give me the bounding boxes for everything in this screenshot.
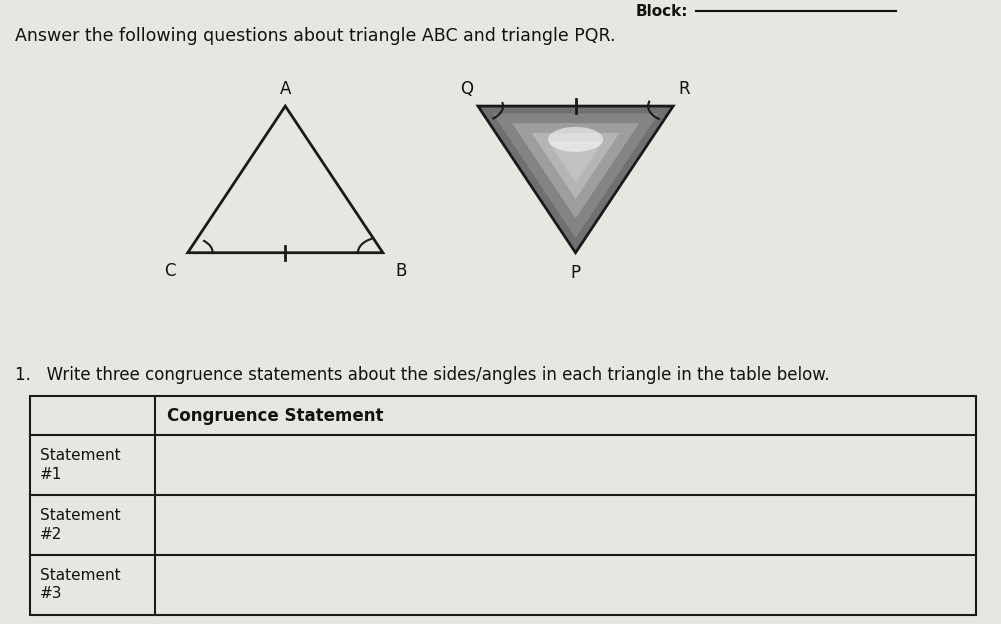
Text: B: B <box>394 262 406 280</box>
Polygon shape <box>549 141 603 182</box>
Text: 1.   Write three congruence statements about the sides/angles in each triangle i: 1. Write three congruence statements abo… <box>15 366 830 384</box>
Text: Statement
#2: Statement #2 <box>40 508 121 542</box>
Polygon shape <box>532 133 620 199</box>
Text: Block:: Block: <box>636 4 688 19</box>
Text: Congruence Statement: Congruence Statement <box>167 407 383 424</box>
Text: R: R <box>679 80 690 98</box>
Bar <box>30 396 976 615</box>
Polygon shape <box>513 123 639 218</box>
Ellipse shape <box>548 127 603 152</box>
Text: Q: Q <box>460 80 472 98</box>
Polygon shape <box>492 114 659 238</box>
Text: Answer the following questions about triangle ABC and triangle PQR.: Answer the following questions about tri… <box>15 27 616 46</box>
Polygon shape <box>477 106 673 253</box>
Text: C: C <box>164 262 175 280</box>
Text: P: P <box>571 264 581 282</box>
Text: Statement
#1: Statement #1 <box>40 448 121 482</box>
Text: A: A <box>279 80 291 98</box>
Text: Statement
#3: Statement #3 <box>40 568 121 602</box>
